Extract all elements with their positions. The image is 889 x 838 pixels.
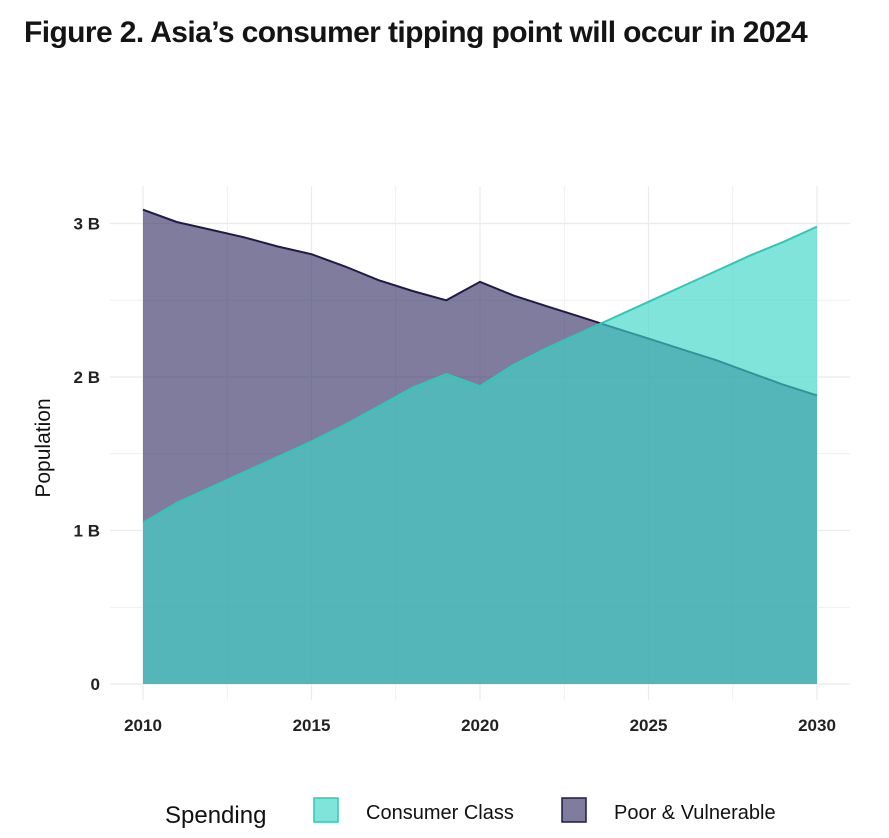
y-tick-label: 3 B [74, 215, 100, 234]
x-axis-ticks: 2010 2015 2020 2025 2030 [124, 716, 836, 735]
legend-swatch [561, 797, 587, 823]
legend-swatch [313, 797, 339, 823]
chart-areas [142, 208, 818, 684]
y-axis-ticks: 0 1 B 2 B 3 B [74, 215, 100, 695]
y-tick-label: 1 B [74, 522, 100, 541]
x-tick-label: 2015 [293, 716, 331, 735]
x-tick-label: 2020 [461, 716, 499, 735]
legend-label: Consumer Class [366, 802, 514, 824]
chart-title: Figure 2. Asia’s consumer tipping point … [24, 16, 808, 49]
legend-title: Spending [165, 802, 266, 829]
x-tick-label: 2030 [798, 716, 836, 735]
y-tick-label: 0 [91, 675, 100, 694]
y-axis-label: Population [32, 398, 55, 497]
line-series-1 [142, 225, 818, 524]
area-series-1 [143, 226, 817, 684]
x-tick-label: 2025 [630, 716, 668, 735]
legend: Spending Consumer Class Poor & Vulnerable [165, 797, 776, 829]
y-tick-label: 2 B [74, 368, 100, 387]
x-tick-label: 2010 [124, 716, 162, 735]
legend-label: Poor & Vulnerable [614, 802, 776, 824]
